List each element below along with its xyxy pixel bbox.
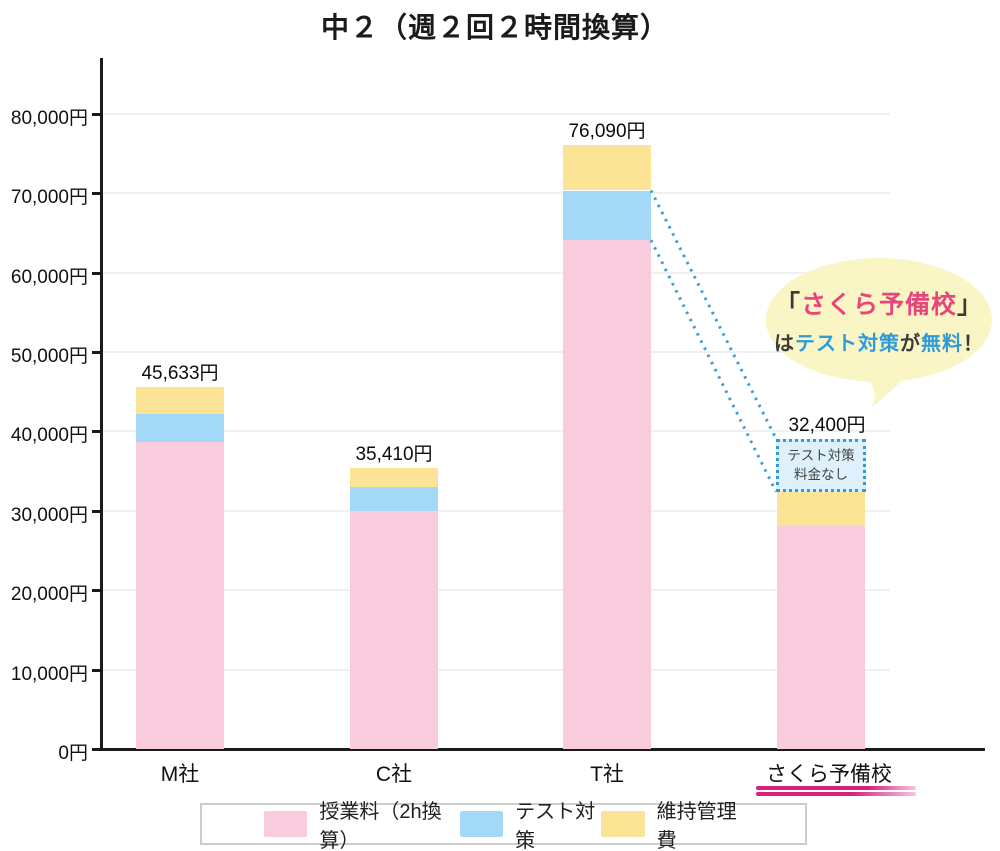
y-tick-mark [92, 271, 101, 275]
y-tick-mark [92, 192, 101, 196]
y-tick-mark [92, 509, 101, 513]
bar-2-segment-0 [563, 240, 651, 749]
x-axis-label-3: さくら予備校 [766, 763, 892, 786]
legend-swatch [459, 811, 504, 837]
bubble-text-part: テスト対策 [795, 332, 900, 355]
bar-0-segment-2 [136, 386, 224, 415]
chart-title: 中２（週２回２時間換算） [320, 12, 669, 43]
bubble-text-part: ！ [963, 332, 984, 355]
legend: 授業料（2h換算） テスト対策 維持管理費 [200, 801, 807, 851]
x-axis-spine [100, 748, 985, 751]
bubble-text-part: 「 [774, 290, 801, 319]
bar-3-segment-2 [777, 491, 865, 527]
bubble-text-part: さくら予備校 [800, 290, 957, 319]
bar-0-segment-1 [136, 414, 224, 443]
y-tick-label: 30,000円 [10, 504, 88, 526]
y-tick-mark [92, 351, 101, 354]
speech-bubble-line2: はテスト対策が無料！ [774, 327, 984, 356]
y-tick-label: 80,000円 [10, 107, 88, 129]
gridline [103, 668, 890, 671]
bar-2-segment-1 [563, 190, 651, 241]
legend-swatch [601, 811, 645, 837]
gridline [103, 351, 890, 353]
connector-dotted-line [649, 189, 778, 440]
highlight-underline [756, 792, 916, 796]
connector-dotted-line [649, 239, 778, 493]
y-tick-label: 60,000円 [10, 266, 88, 288]
x-axis-label-2: T社 [590, 763, 624, 786]
y-tick-mark [92, 430, 101, 434]
legend-label: 授業料（2h換算） [319, 801, 442, 851]
y-tick-mark [92, 112, 101, 116]
y-tick-label: 10,000円 [10, 663, 88, 685]
gridline [103, 430, 890, 433]
annotation-line2: 料金なし [794, 467, 848, 483]
speech-bubble-tail [866, 374, 910, 407]
total-label-2: 76,090円 [568, 120, 646, 142]
bar-2-segment-2 [563, 144, 651, 191]
bar-1-segment-2 [350, 467, 438, 487]
speech-bubble-line1: 「さくら予備校」 [775, 285, 983, 321]
y-tick-label: 0円 [58, 743, 88, 764]
gridline [103, 112, 890, 115]
y-tick-mark [92, 668, 101, 672]
x-axis-label-0: M社 [160, 763, 200, 786]
total-label-0: 45,633円 [141, 362, 219, 384]
bar-0-segment-0 [136, 442, 224, 749]
bubble-text-part: 無料 [921, 332, 963, 355]
y-tick-label: 70,000円 [10, 187, 88, 209]
y-tick-label: 20,000円 [10, 584, 88, 606]
legend-item-0: 授業料（2h換算） [264, 795, 460, 851]
legend-item-2: 維持管理費 [601, 795, 743, 851]
annotation-box: テスト対策 料金なし [776, 438, 866, 492]
legend-item-1: テスト対策 [459, 795, 602, 851]
y-tick-label: 50,000円 [10, 346, 88, 367]
total-label-1: 35,410円 [355, 443, 433, 465]
total-label-3: 32,400円 [788, 414, 866, 436]
legend-label: テスト対策 [515, 801, 596, 851]
legend-swatch [264, 811, 308, 837]
gridline [103, 271, 890, 274]
gridline [103, 589, 890, 592]
highlight-underline [756, 786, 916, 790]
bubble-text-part: 」 [957, 290, 984, 319]
bar-1-segment-0 [350, 510, 438, 749]
bubble-text-part: は [774, 332, 795, 355]
legend-label: 維持管理費 [656, 801, 737, 851]
x-axis-label-1: C社 [375, 763, 413, 786]
gridline [103, 192, 890, 195]
bar-3-segment-0 [777, 526, 865, 749]
bar-1-segment-1 [350, 486, 438, 511]
bubble-text-part: が [900, 332, 921, 355]
annotation-line1: テスト対策 [787, 447, 855, 463]
y-tick-mark [92, 589, 101, 593]
y-axis-spine [100, 58, 103, 749]
y-tick-label: 40,000円 [10, 425, 88, 447]
speech-bubble: 「さくら予備校」 はテスト対策が無料！ [766, 258, 992, 382]
gridline [103, 509, 890, 512]
y-tick-mark [92, 748, 101, 751]
